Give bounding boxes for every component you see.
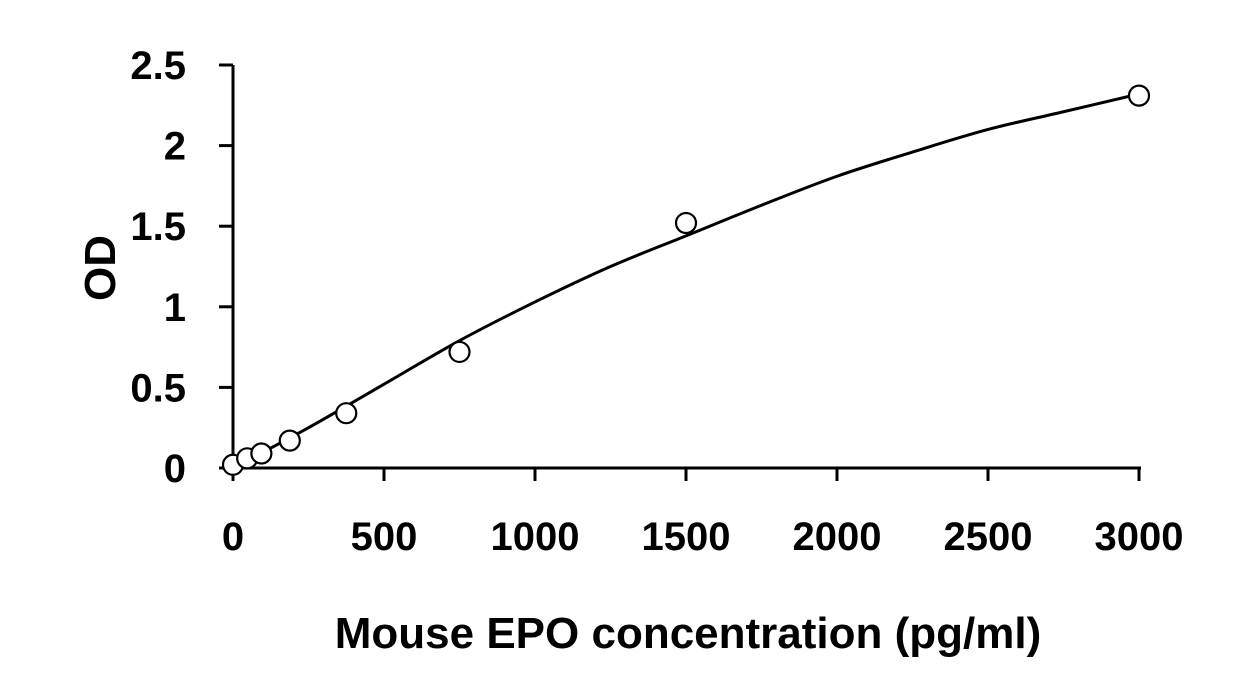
x-axis-title: Mouse EPO concentration (pg/ml) — [335, 609, 1042, 658]
data-point — [448, 340, 471, 364]
x-tick-label: 2500 — [944, 515, 1033, 559]
plot-area — [219, 63, 1151, 481]
x-tick-label: 3000 — [1095, 515, 1184, 559]
data-points — [221, 84, 1151, 476]
y-tick-labels: 0 0.5 1 1.5 2 2.5 — [130, 44, 186, 491]
x-tick-label: 1000 — [491, 515, 580, 559]
y-axis-title: OD — [76, 235, 125, 301]
data-point — [335, 402, 358, 425]
y-tick-label: 2 — [164, 125, 186, 169]
x-axis-ticks — [231, 468, 1141, 481]
y-tick-label: 2.5 — [130, 44, 186, 88]
x-tick-labels: 0 500 1000 1500 2000 2500 3000 — [222, 515, 1184, 559]
y-tick-label: 1.5 — [130, 205, 186, 249]
x-tick-label: 500 — [351, 515, 418, 559]
y-tick-label: 1 — [164, 286, 186, 330]
y-tick-label: 0.5 — [130, 366, 186, 410]
x-tick-label: 2000 — [793, 515, 882, 559]
fit-curve — [232, 92, 1140, 470]
data-point — [250, 442, 273, 465]
y-tick-label: 0 — [164, 447, 186, 491]
x-tick-label: 1500 — [642, 515, 731, 559]
y-axis-ticks — [219, 63, 233, 470]
data-point — [278, 429, 301, 452]
x-tick-label: 0 — [222, 515, 244, 559]
data-point — [674, 211, 698, 235]
data-point — [1127, 84, 1151, 107]
